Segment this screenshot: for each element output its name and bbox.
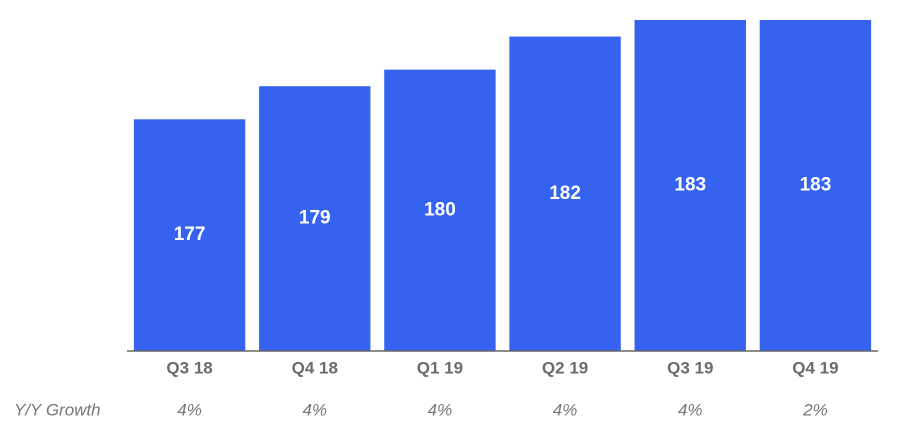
value-label: 180 — [424, 199, 456, 220]
value-label: 183 — [800, 175, 832, 196]
growth-value: 4% — [177, 400, 202, 419]
x-tick-label: Q3 18 — [166, 358, 212, 377]
growth-value: 2% — [802, 400, 828, 419]
value-label: 183 — [674, 175, 706, 196]
growth-value: 4% — [302, 400, 327, 419]
value-label: 177 — [174, 224, 206, 245]
value-label: 179 — [299, 208, 331, 229]
x-tick-label: Q1 19 — [417, 358, 463, 377]
x-tick-label: Q4 19 — [792, 358, 838, 377]
growth-value: 4% — [553, 400, 578, 419]
growth-row-label: Y/Y Growth — [14, 400, 101, 419]
bar — [384, 69, 496, 352]
x-tick-label: Q3 19 — [667, 358, 713, 377]
bar — [259, 86, 371, 351]
bar — [133, 119, 246, 351]
bar — [509, 36, 621, 352]
x-tick-label: Q4 18 — [292, 358, 338, 377]
x-tick-label: Q2 19 — [542, 358, 588, 377]
growth-value: 4% — [428, 400, 453, 419]
value-label: 182 — [549, 183, 581, 204]
growth-value: 4% — [678, 400, 703, 419]
bar — [634, 20, 746, 351]
bar — [759, 20, 872, 351]
